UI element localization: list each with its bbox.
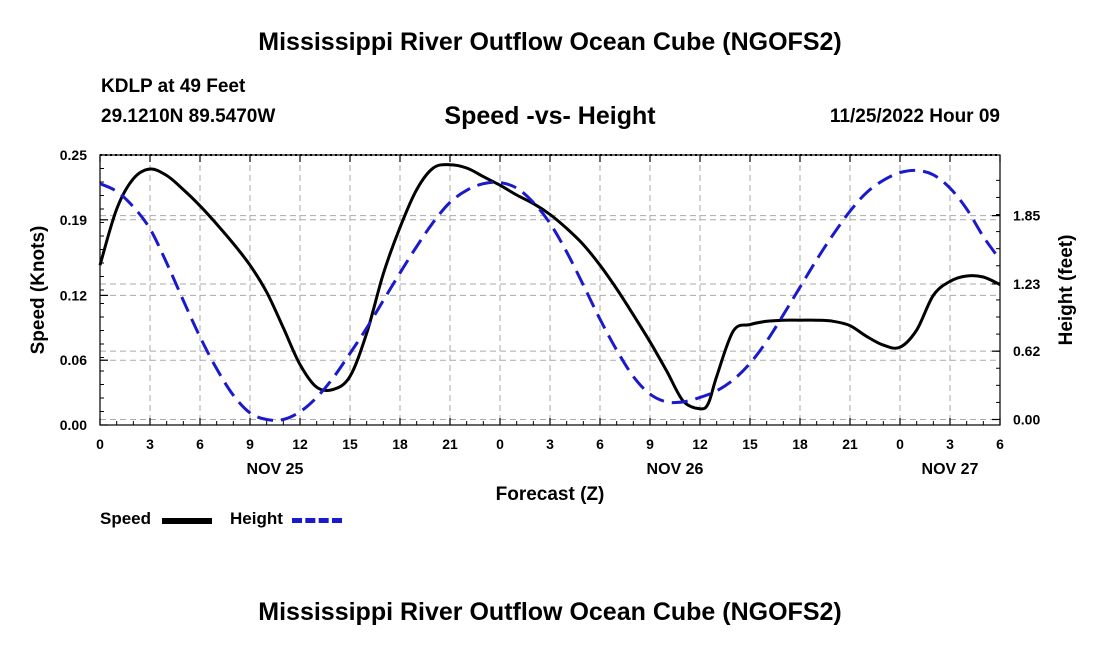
- series-line-speed: [98, 163, 1001, 411]
- page-title: Mississippi River Outflow Ocean Cube (NG…: [258, 28, 842, 56]
- x-tick-label: 12: [292, 436, 308, 452]
- x-tick-label: 18: [792, 436, 808, 452]
- station-coordinates: 29.1210N 89.5470W: [101, 106, 276, 127]
- x-tick-label: 6: [196, 436, 204, 452]
- x-tick-label: 0: [496, 436, 504, 452]
- y-tick-label: 0.19: [60, 212, 87, 228]
- y-tick-label: 0.12: [60, 287, 87, 303]
- x-tick-label: 6: [996, 436, 1004, 452]
- y-tick-label: 0.00: [60, 417, 87, 433]
- forecast-datetime: 11/25/2022 Hour 09: [829, 106, 1000, 127]
- x-tick-label: 9: [646, 436, 654, 452]
- y-tick-label: 0.06: [60, 352, 87, 368]
- y2-axis-label: Height (feet): [1056, 235, 1077, 346]
- x-tick-label: 3: [946, 436, 954, 452]
- x-tick-label: 15: [342, 436, 358, 452]
- x-axis-label: Forecast (Z): [496, 484, 605, 505]
- x-tick-label: 3: [146, 436, 154, 452]
- y2-tick-label: 0.62: [1013, 343, 1040, 359]
- x-tick-label: 21: [842, 436, 858, 452]
- y2-tick-label: 1.85: [1013, 208, 1040, 224]
- x-tick-label: 9: [246, 436, 254, 452]
- y-tick-label: 0.25: [60, 147, 87, 163]
- x-tick-label: 12: [692, 436, 708, 452]
- x-tick-label: 15: [742, 436, 758, 452]
- legend-height-swatch: [292, 518, 342, 523]
- y2-tick-label: 1.23: [1013, 276, 1040, 292]
- x-tick-label: 6: [596, 436, 604, 452]
- x-day-label: NOV 26: [647, 461, 704, 478]
- x-tick-label: 0: [96, 436, 104, 452]
- legend-height-label: Height: [230, 509, 283, 528]
- x-day-label: NOV 27: [922, 461, 979, 478]
- x-tick-label: 18: [392, 436, 408, 452]
- x-day-label: NOV 25: [247, 461, 304, 478]
- legend-speed-label: Speed: [100, 509, 152, 528]
- y2-tick-label: 0.00: [1013, 411, 1040, 427]
- x-tick-label: 0: [896, 436, 904, 452]
- x-tick-label: 21: [442, 436, 458, 452]
- legend-speed-swatch: [162, 518, 212, 524]
- station-name: KDLP at 49 Feet: [101, 76, 246, 97]
- series-line-height: [99, 168, 1002, 422]
- footer-title: Mississippi River Outflow Ocean Cube (NG…: [258, 598, 842, 626]
- chart-title: Speed -vs- Height: [444, 102, 656, 130]
- y-axis-label: Speed (Knots): [28, 226, 49, 355]
- x-tick-label: 3: [546, 436, 554, 452]
